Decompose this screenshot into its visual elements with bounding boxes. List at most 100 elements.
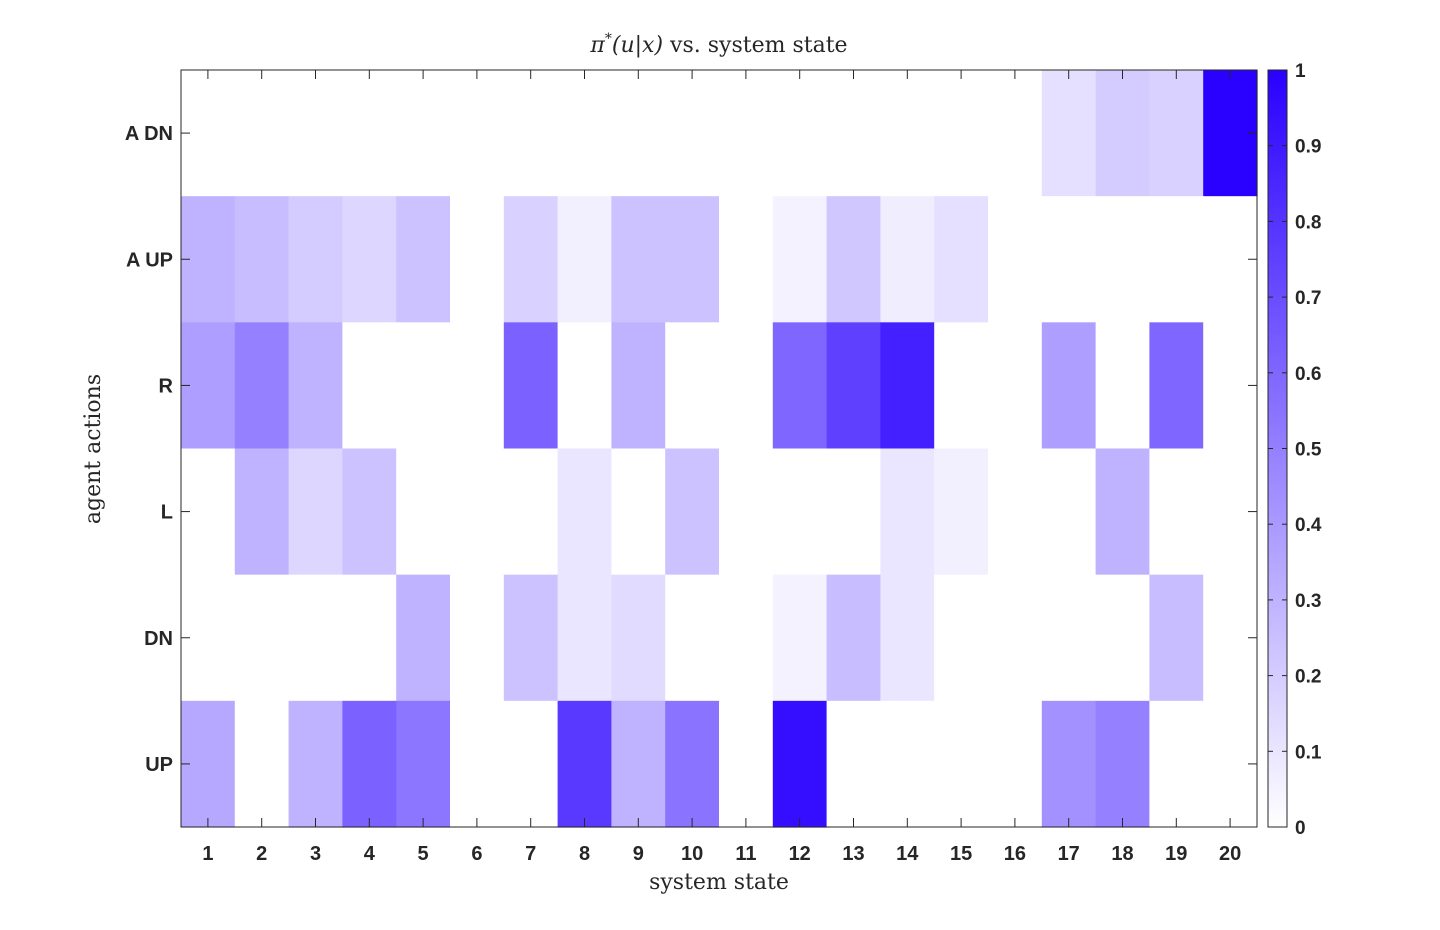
heatmap-cell-2-13: [880, 322, 935, 450]
x-tick-label: 7: [525, 843, 536, 865]
y-axis-label: agent actions: [81, 374, 106, 524]
colorbar-tick-label: 0.9: [1295, 137, 1321, 158]
colorbar-tick-label: 0.5: [1295, 440, 1322, 461]
heatmap-cell-4-15: [988, 574, 1043, 702]
heatmap-cell-0-4: [396, 70, 451, 197]
heatmap-cell-2-0: [181, 322, 236, 450]
y-tick-label: UP: [145, 754, 173, 776]
heatmap-cell-0-6: [503, 70, 559, 197]
x-tick-label: 10: [681, 843, 703, 865]
heatmap-cell-4-1: [234, 574, 290, 702]
x-tick-label: 9: [633, 843, 644, 865]
x-tick-label: 1: [202, 843, 213, 865]
heatmap-cell-3-18: [1149, 448, 1204, 576]
y-tick-label: R: [159, 375, 174, 397]
heatmap-cell-2-10: [719, 322, 774, 450]
chart-title: π*(u|x) vs. system state: [589, 31, 847, 58]
heatmap-cell-2-9: [665, 322, 720, 450]
x-tick-label: 4: [364, 843, 376, 865]
plot-frame: [180, 69, 1258, 828]
heatmap-cell-4-13: [880, 574, 935, 702]
colorbar-tick-label: 0.7: [1295, 288, 1321, 309]
heatmap-cell-3-3: [342, 448, 397, 576]
colorbar-tick-label: 0.2: [1295, 667, 1321, 688]
colorbar-tick-label: 0.1: [1295, 742, 1322, 763]
heatmap-cell-3-17: [1095, 448, 1150, 576]
y-tick-label: DN: [144, 628, 173, 650]
heatmap-cell-3-15: [988, 448, 1043, 576]
heatmap-cell-3-12: [826, 448, 881, 576]
heatmap-cell-2-12: [826, 322, 881, 450]
heatmap-cell-2-8: [611, 322, 666, 450]
heatmap-cell-1-14: [934, 196, 989, 323]
colorbar-tick-label: 0.3: [1295, 591, 1321, 612]
x-axis-label: system state: [649, 870, 789, 895]
colorbar-tick-label: 0.6: [1295, 364, 1321, 385]
y-tick-label: L: [161, 502, 173, 524]
x-tick-label: 8: [579, 843, 590, 865]
x-tick-label: 6: [471, 843, 482, 865]
heatmap-cell-5-12: [826, 700, 881, 828]
heatmap-cell-1-10: [719, 196, 774, 323]
heatmap-cell-5-10: [719, 700, 774, 828]
heatmap-cell-2-7: [557, 322, 612, 450]
x-tick-label: 5: [418, 843, 429, 865]
heatmap-cell-5-18: [1149, 700, 1204, 828]
x-tick-label: 11: [735, 843, 756, 865]
title-pi: π: [589, 33, 605, 58]
heatmap-cell-5-13: [880, 700, 935, 828]
heatmap-cell-4-18: [1149, 574, 1204, 702]
heatmap-cell-2-5: [450, 322, 505, 450]
x-axis-ticks: 1 2 3 4 5 6 7 8 9 10 11 12 13 14 15 16 17 18 19 20: [202, 70, 1241, 865]
heatmap-cell-5-7: [557, 700, 612, 828]
heatmap-cell-1-0: [181, 196, 236, 323]
x-tick-label: 19: [1165, 843, 1187, 865]
heatmap-cell-0-13: [880, 70, 935, 197]
heatmap-cell-4-0: [181, 574, 236, 702]
heatmap-cell-1-1: [234, 196, 290, 323]
heatmap-cell-5-1: [234, 700, 290, 828]
heatmap-cell-3-5: [450, 448, 505, 576]
title-args: (u|x): [612, 33, 663, 58]
heatmap-cell-1-3: [342, 196, 397, 323]
title-star: *: [605, 31, 612, 47]
title-rest: vs. system state: [663, 33, 848, 58]
heatmap-cell-3-0: [181, 448, 236, 576]
y-tick-label: A DN: [125, 123, 173, 145]
heatmap-cell-5-11: [772, 700, 828, 828]
heatmap-cell-2-17: [1095, 322, 1150, 450]
heatmap-cell-1-7: [557, 196, 612, 323]
heatmap-cell-1-15: [988, 196, 1043, 323]
x-tick-label: 14: [896, 843, 919, 865]
heatmap-cell-0-5: [450, 70, 505, 197]
x-tick-label: 16: [1004, 843, 1026, 865]
heatmap-cell-1-18: [1149, 196, 1204, 323]
heatmap-cell-1-16: [1041, 196, 1097, 323]
heatmap-cell-5-6: [503, 700, 559, 828]
heatmap-cell-5-2: [288, 700, 343, 828]
x-tick-label: 12: [789, 843, 811, 865]
heatmap-cell-4-9: [665, 574, 720, 702]
heatmap-cell-5-14: [934, 700, 989, 828]
x-tick-label: 3: [310, 843, 321, 865]
heatmap-cell-4-12: [826, 574, 881, 702]
heatmap-cell-3-14: [934, 448, 989, 576]
heatmap-cell-4-10: [719, 574, 774, 702]
heatmap-cell-0-1: [234, 70, 290, 197]
heatmap-cell-4-16: [1041, 574, 1097, 702]
heatmap-cell-2-3: [342, 322, 397, 450]
heatmap-cell-0-9: [665, 70, 720, 197]
heatmap-cell-2-14: [934, 322, 989, 450]
heatmap-cell-1-9: [665, 196, 720, 323]
heatmap-cell-4-4: [396, 574, 451, 702]
y-tick-label: A UP: [126, 249, 173, 271]
heatmap-cell-0-12: [826, 70, 881, 197]
heatmap-cell-5-16: [1041, 700, 1097, 828]
x-tick-label: 17: [1058, 843, 1080, 865]
heatmap-cell-3-4: [396, 448, 451, 576]
heatmap-cell-1-17: [1095, 196, 1150, 323]
heatmap-cell-3-2: [288, 448, 343, 576]
heatmap-cell-5-4: [396, 700, 451, 828]
heatmap-cell-1-13: [880, 196, 935, 323]
heatmap-cell-2-2: [288, 322, 343, 450]
